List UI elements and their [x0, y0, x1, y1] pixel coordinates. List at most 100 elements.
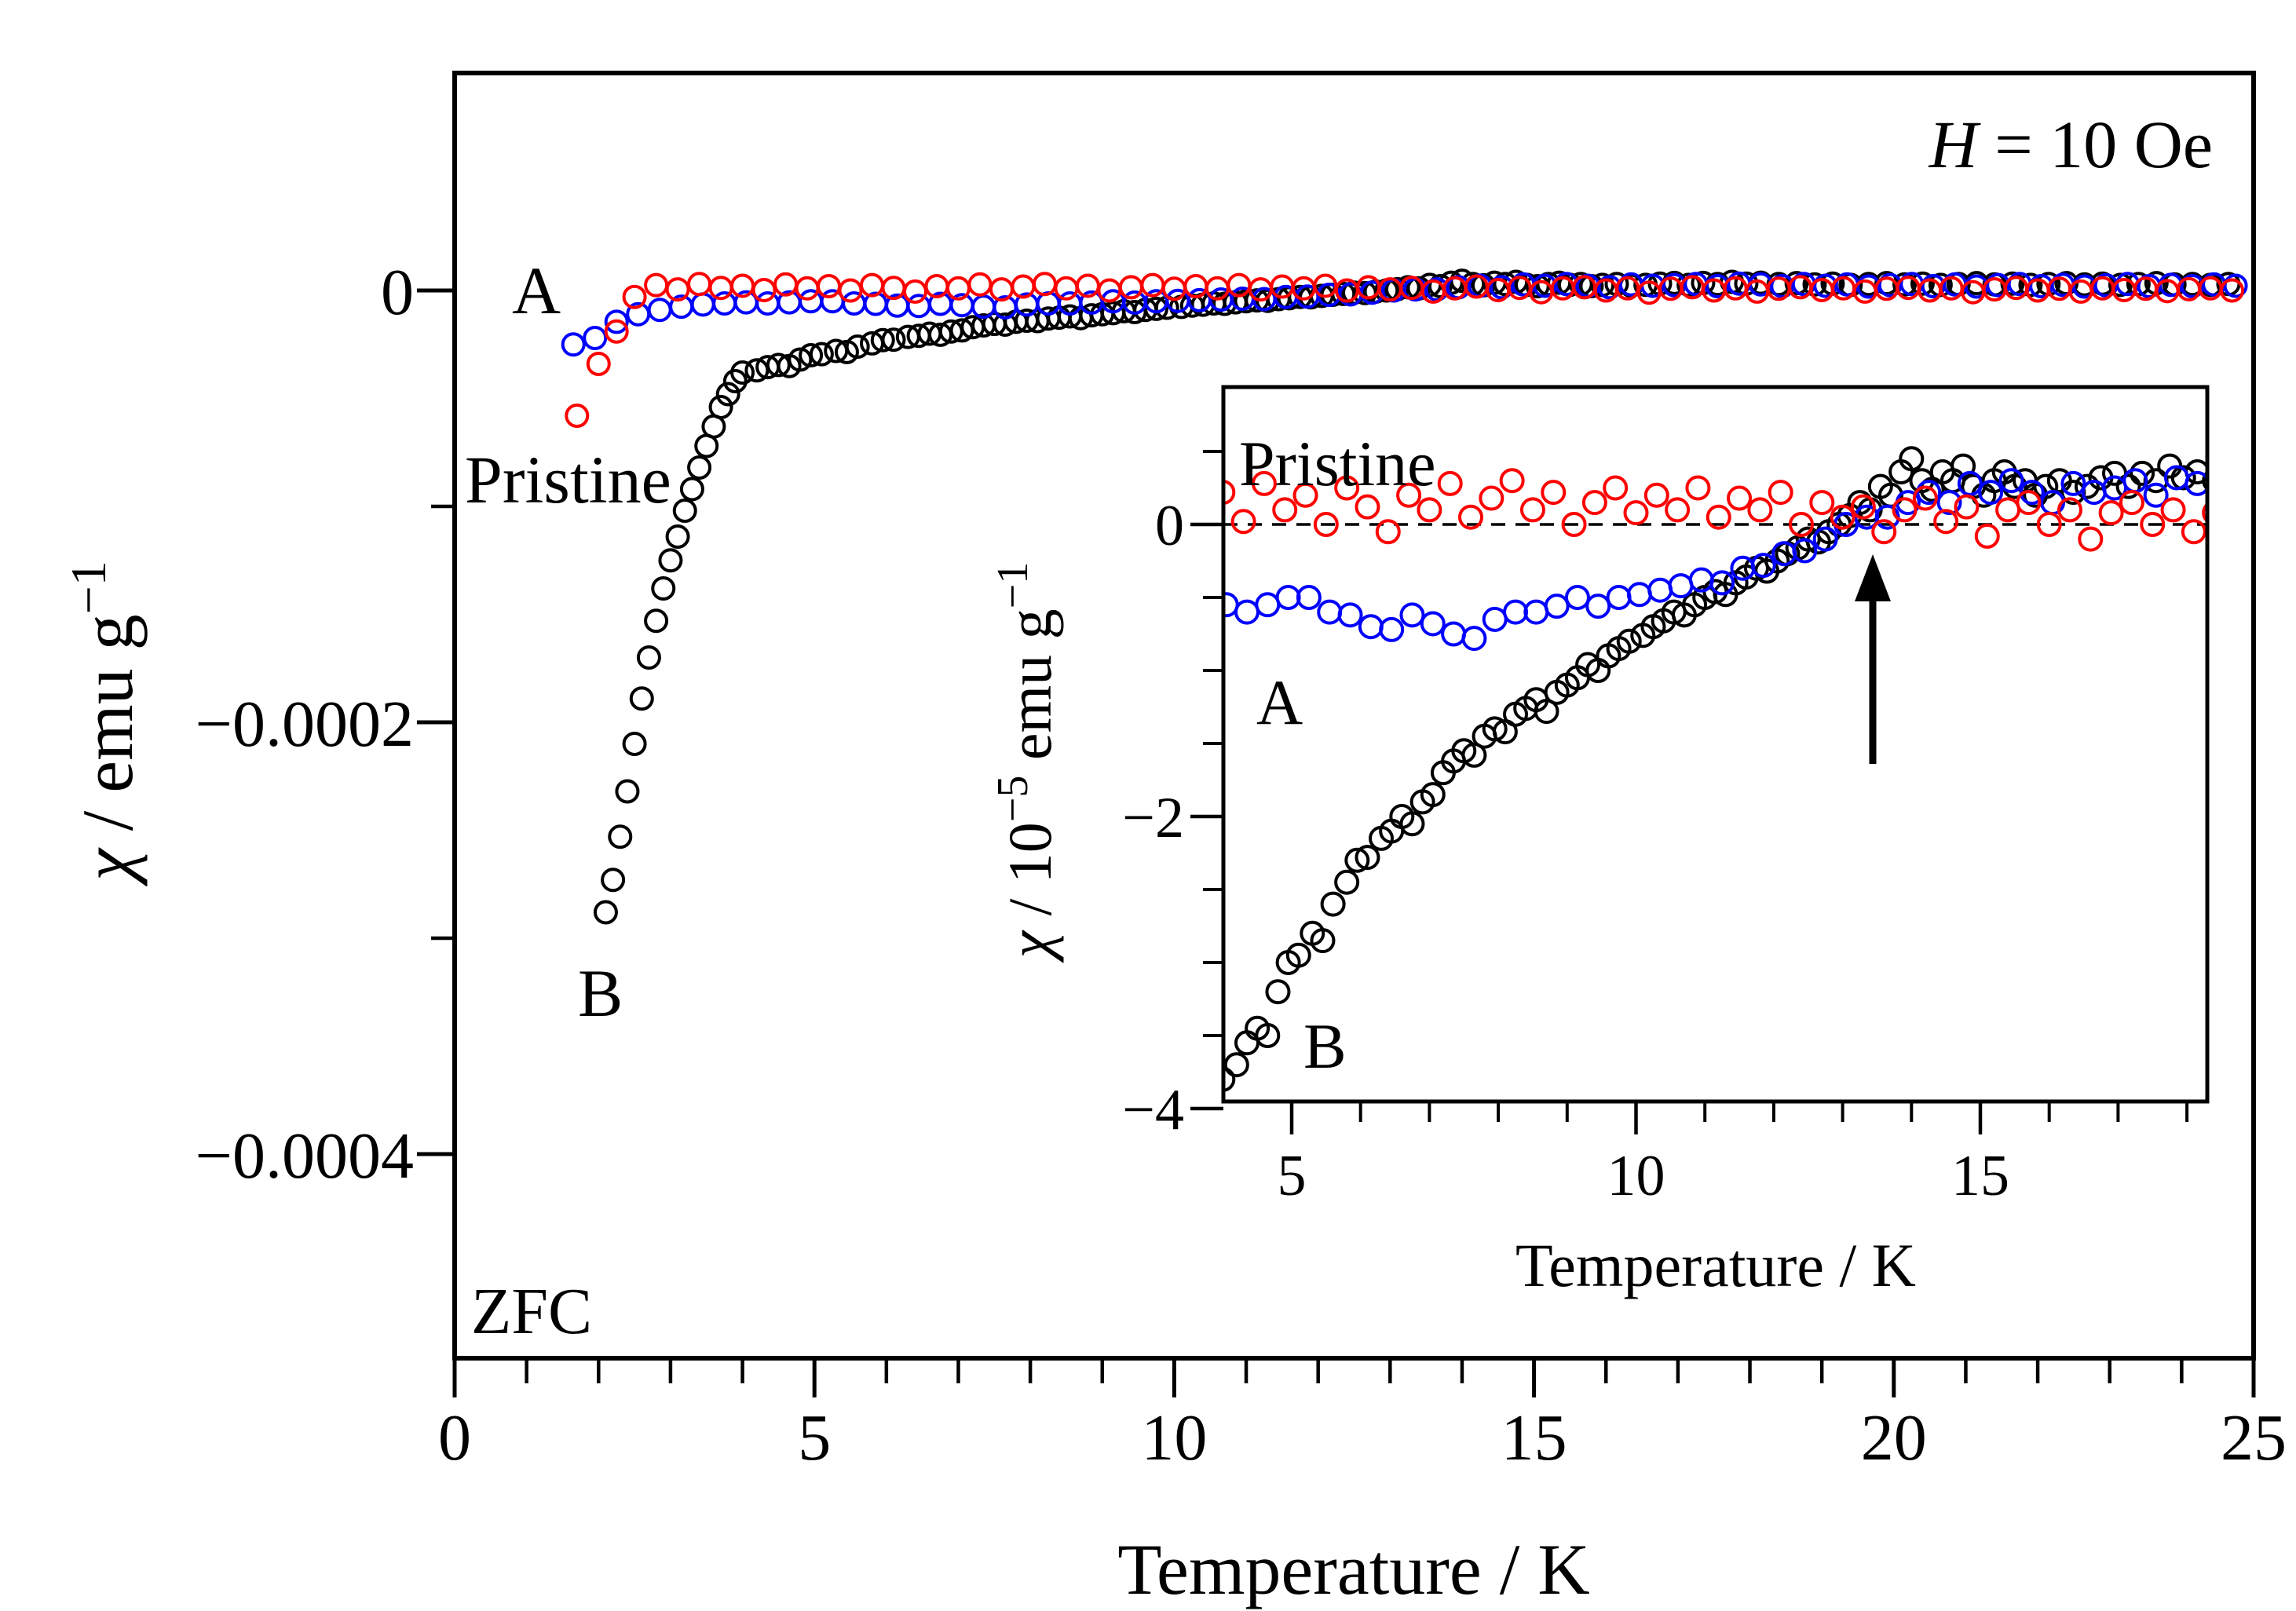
inset-data-point-b — [2115, 473, 2141, 499]
data-point-b — [672, 499, 697, 523]
data-point-b — [636, 645, 661, 670]
data-point-a — [906, 294, 931, 319]
x-tick-label: 20 — [1861, 1401, 1927, 1474]
inset-data-point-pristine — [1871, 519, 1897, 545]
inset-x-tick-label: 10 — [1607, 1144, 1665, 1208]
main-series-a-label: A — [512, 253, 561, 328]
inset-data-point-a — [1399, 602, 1425, 628]
y-tick-label: 0 — [381, 256, 414, 329]
data-point-pristine — [838, 278, 863, 303]
inset-data-point-pristine — [1334, 475, 1360, 501]
data-point-b — [870, 327, 895, 353]
data-point-b — [2018, 272, 2043, 298]
data-point-pristine — [902, 279, 927, 304]
inset-data-point-a — [1709, 570, 1735, 596]
inset-data-point-b — [1334, 869, 1360, 895]
data-point-b — [744, 358, 770, 383]
inset-data-point-a — [1936, 490, 1962, 516]
inset-data-point-a — [1750, 553, 1776, 579]
inset-data-point-b — [1320, 891, 1346, 917]
inset-data-point-b — [1420, 782, 1446, 808]
inset-data-point-pristine — [1375, 519, 1401, 545]
data-point-b — [629, 686, 654, 711]
inset-y-tick-label: −4 — [1122, 1078, 1184, 1142]
inset-data-point-a — [2184, 470, 2207, 496]
inset-data-point-pristine — [1292, 482, 1318, 508]
inset-data-point-pristine — [2202, 502, 2207, 524]
inset-data-point-pristine — [2181, 519, 2206, 545]
x-tick-label: 15 — [1501, 1401, 1567, 1474]
inset-data-point-pristine — [2016, 490, 2042, 516]
x-tick-label: 25 — [2221, 1401, 2287, 1474]
inset-data-point-a — [1792, 538, 1818, 564]
data-point-b — [622, 732, 647, 756]
data-point-pristine — [1054, 276, 1079, 301]
inset-tick-labels: 5 10 15 0 −2 −4 — [1122, 494, 2009, 1208]
inset-x-axis-title: Temperature / K — [1515, 1231, 1916, 1299]
data-point-b — [608, 824, 633, 849]
inset-data-point-pristine — [1223, 480, 1236, 506]
inset-data-point-b — [1255, 1023, 1281, 1048]
data-point-b — [593, 900, 618, 925]
inset-data-point-b — [1205, 1127, 1227, 1149]
inset-data-point-b — [1534, 699, 1559, 725]
inset-data-point-pristine — [1499, 468, 1525, 494]
inset-y-axis-title: χ / 10−5 emu g−1 — [989, 562, 1064, 963]
data-point-pristine — [1183, 274, 1208, 298]
data-point-a — [755, 291, 781, 316]
data-point-a — [561, 332, 586, 357]
inset-series-pristine-label: Pristine — [1239, 428, 1436, 499]
data-point-pristine — [708, 276, 733, 301]
inset-data-point-a — [1978, 480, 2004, 506]
inset-data-point-a — [1337, 602, 1363, 628]
data-point-b — [1892, 272, 1918, 297]
data-point-b — [644, 608, 669, 634]
inset-data-point-b — [1265, 979, 1291, 1005]
inset-data-point-pristine — [1830, 504, 1855, 530]
data-point-b — [708, 395, 733, 419]
inset-data-point-b — [1310, 928, 1336, 954]
inset-data-point-a — [2143, 482, 2169, 508]
data-point-b — [601, 868, 626, 893]
data-point-b — [715, 382, 740, 407]
data-point-a — [712, 291, 737, 316]
transition-arrow — [1855, 554, 1891, 764]
inset-data-point-a — [2060, 470, 2086, 496]
inset-data-point-pristine — [2119, 490, 2144, 516]
inset-data-point-pristine — [1417, 497, 1442, 523]
inset-data-point-b — [1899, 446, 1925, 472]
data-point-pristine — [687, 272, 712, 297]
inset-data-point-pristine — [1747, 497, 1773, 523]
data-point-a — [690, 292, 715, 317]
inset-data-point-b — [2170, 465, 2196, 491]
data-point-pristine — [795, 276, 820, 301]
data-point-a — [1036, 291, 1061, 316]
inset-data-point-b — [1344, 847, 1370, 873]
inset-data-point-b — [1399, 811, 1425, 837]
data-point-pristine — [2220, 278, 2245, 303]
inset-data-point-pristine — [1251, 470, 1277, 496]
inset-data-point-a — [1998, 468, 2024, 494]
inset-data-point-pristine — [2140, 512, 2166, 537]
y-tick-label: −0.0002 — [196, 688, 414, 761]
data-point-b — [881, 327, 906, 353]
inset-data-point-b — [2033, 473, 2059, 499]
inset-data-point-a — [1564, 585, 1590, 610]
main-x-axis-title: Temperature / K — [1117, 1529, 1590, 1609]
data-point-pristine — [565, 404, 590, 428]
data-point-a — [583, 326, 608, 350]
data-point-pristine — [1032, 272, 1057, 297]
main-data-points — [561, 268, 2248, 925]
inset-axis-ticks — [1190, 450, 2189, 1134]
inset-data-point-pristine — [1355, 494, 1380, 520]
inset-data-point-pristine — [1581, 490, 1607, 516]
inset-y-tick-label: −2 — [1122, 786, 1184, 850]
inset-data-point-pristine — [1272, 497, 1298, 523]
inset-series-a-label: A — [1256, 667, 1303, 738]
data-point-a — [842, 291, 867, 316]
inset-data-point-a — [1812, 526, 1838, 552]
data-point-b — [809, 342, 834, 367]
inset-data-point-b — [1616, 628, 1642, 654]
